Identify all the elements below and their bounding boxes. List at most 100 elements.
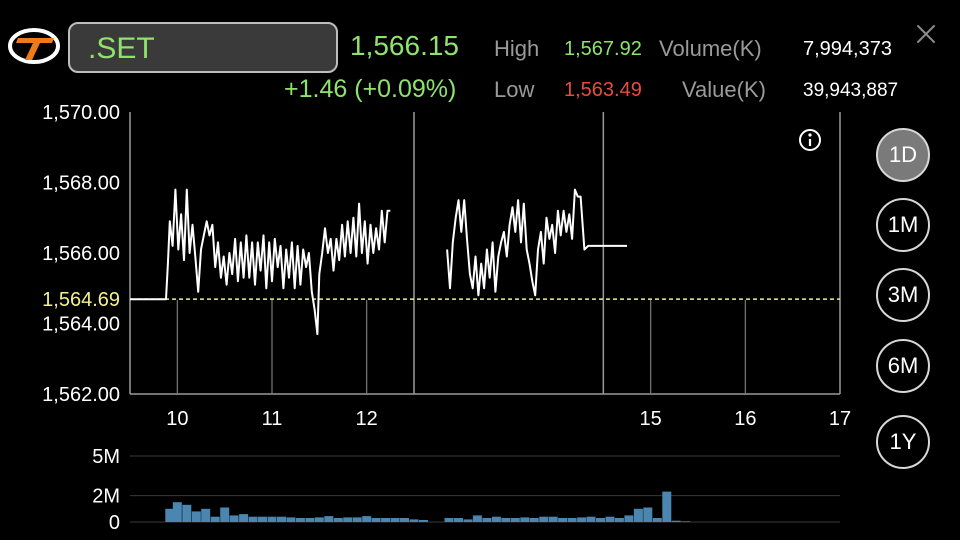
low-value: 1,563.49 [564,79,642,101]
info-icon-circle [799,129,821,151]
volume-bar [286,517,296,522]
volume-bar [567,518,577,522]
volume-bar [548,516,558,522]
volume-bar [267,516,277,522]
price-axis: 1,570.00 1,568.00 1,566.00 1,564.00 1,562.00 [42,102,120,406]
value-value: 39,943,887 [803,80,899,101]
volume-bar [558,518,568,522]
volume-value: 7,994,373 [803,38,892,60]
volume-bar [239,514,249,522]
range-button-6m[interactable]: 6M [876,339,930,393]
range-button-1d[interactable]: 1D [876,128,930,182]
y-tick-label: 1,566.00 [42,243,120,265]
time-axis: 10 11 12 15 16 17 [166,408,851,430]
close-icon[interactable] [914,22,938,46]
volume-bar [305,518,315,522]
range-button-1m[interactable]: 1M [876,198,930,252]
x-tick-label: 15 [640,408,662,430]
info-icon[interactable] [799,129,821,151]
volume-bar [191,511,201,522]
volume-bar [343,517,353,522]
volume-bar [463,519,473,522]
volume-bar [333,518,343,522]
symbol-search-box[interactable]: .SET [68,22,338,73]
volume-bar [314,517,324,522]
volume-bar [210,516,220,522]
last-price: 1,566.15 [350,30,459,61]
volume-bar [165,508,175,522]
volume-bar [510,518,520,522]
volume-bar [614,518,624,522]
volume-bar [172,502,182,522]
volume-bar [520,517,530,522]
volume-bar [624,515,634,522]
range-button-1y[interactable]: 1Y [876,415,930,469]
session-breaks [413,112,605,394]
prev-close-label: 1,564.69 [42,289,120,311]
symbol-text[interactable]: .SET [88,32,155,65]
volume-bar [295,518,305,522]
volume-bar [352,517,362,522]
chart-frame [129,112,841,395]
volume-bar [419,520,428,522]
volume-tick-label: 5M [92,446,120,468]
volume-bars [165,491,691,522]
x-tick-label: 16 [734,408,756,430]
volume-bar [229,515,239,522]
volume-bar [482,518,492,522]
low-label: Low [494,77,535,102]
range-button-3m[interactable]: 3M [876,268,930,322]
x-tick-label: 10 [166,408,188,430]
volume-bar [182,504,192,522]
brand-logo-icon [8,28,60,64]
volume-bar [390,518,400,522]
volume-bar [596,518,605,522]
info-icon-dot [808,133,812,137]
volume-bar [220,507,230,522]
x-tick-label: 12 [356,408,378,430]
volume-bar [472,515,482,522]
value-label: Value(K) [682,77,766,102]
volume-bar [529,518,539,522]
volume-bar [539,516,549,522]
y-tick-label: 1,568.00 [42,173,120,195]
volume-bar [258,516,267,522]
volume-bar [652,518,662,522]
volume-bar [201,508,211,522]
volume-bar [586,516,596,522]
price-change: +1.46 (+0.09%) [284,75,457,103]
volume-bar [381,518,391,522]
volume-bar [444,518,454,522]
volume-bar [409,519,419,522]
volume-bar [605,516,615,522]
volume-bar [577,517,587,522]
volume-bar [491,516,501,522]
volume-tick-label: 2M [92,486,120,508]
volume-bar [671,520,681,522]
volume-bar [400,518,409,522]
volume-bar [362,516,372,522]
x-tick-label: 11 [262,408,283,430]
y-tick-label: 1,562.00 [42,384,120,406]
x-tick-label: 17 [829,408,851,430]
volume-bar [454,518,463,522]
volume-bar [501,518,511,522]
volume-bar [371,518,381,522]
price-line [446,188,627,297]
volume-bar [643,507,653,522]
prev-close: 1,564.69 [42,289,840,311]
high-label: High [494,36,540,61]
y-tick-label: 1,564.00 [42,314,120,336]
volume-bar [662,491,672,522]
volume-label: Volume(K) [659,36,762,61]
y-tick-label: 1,570.00 [42,102,120,124]
hour-gridlines [176,300,746,394]
volume-bar [633,508,643,522]
price-series [130,188,627,336]
volume-bar [681,521,691,522]
price-line [130,188,391,336]
volume-bar [248,516,258,522]
volume-tick-label: 0 [109,512,120,534]
volume-bar [277,516,286,522]
